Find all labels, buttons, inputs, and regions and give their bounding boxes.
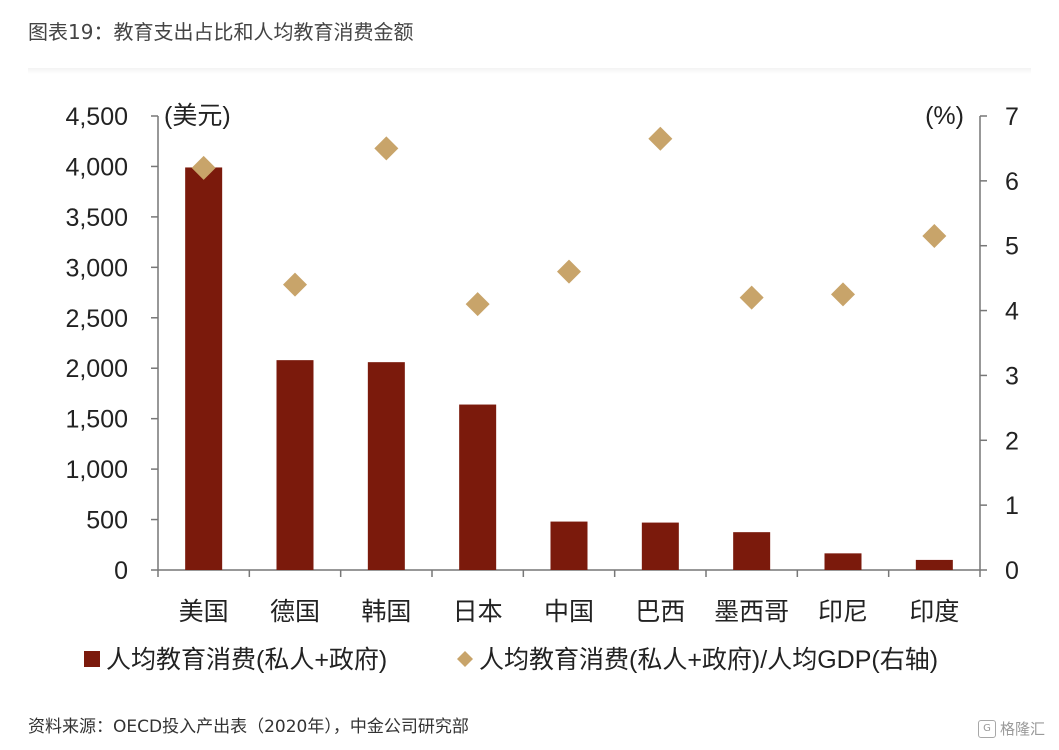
bar — [641, 522, 679, 570]
left-axis-tick-label: 4,000 — [65, 153, 128, 181]
legend-diamond-label: 人均教育消费(私人+政府)/人均GDP(右轴) — [479, 646, 938, 674]
right-axis-tick-label: 5 — [1005, 233, 1019, 261]
left-axis-tick-label: 1,000 — [65, 456, 128, 484]
right-axis-tick-label: 1 — [1005, 492, 1019, 520]
chart: 0 500 1,000 1,500 2,000 2,500 3,000 3,500 4,000 4… — [65, 102, 1019, 674]
diamond-point — [739, 285, 764, 310]
left-axis-unit: (美元) — [164, 102, 231, 130]
right-axis-tick-label: 4 — [1005, 298, 1019, 326]
right-axis-tick-label: 3 — [1005, 362, 1019, 390]
watermark-text: 格隆汇 — [999, 720, 1045, 738]
right-axis-unit: (%) — [925, 102, 964, 130]
left-axis-tick-label: 500 — [86, 507, 128, 535]
diamond-point — [283, 272, 307, 297]
diamond-point — [557, 259, 581, 284]
x-axis-tick-label: 日本 — [453, 598, 503, 626]
left-axis-tick-label: 2,000 — [65, 355, 128, 383]
x-axis-tick-label: 印度 — [909, 598, 959, 626]
left-axis-tick-label: 3,500 — [65, 204, 128, 232]
watermark-logo-icon: G — [977, 719, 996, 738]
watermark: G 格隆汇 — [977, 718, 1045, 739]
bar — [550, 521, 588, 570]
bar — [915, 559, 953, 570]
right-axis-tick-label: 2 — [1005, 427, 1019, 455]
x-axis-tick-label: 墨西哥 — [714, 598, 789, 626]
left-axis-tick-label: 2,500 — [65, 305, 128, 333]
right-axis-tick-label: 6 — [1005, 168, 1019, 196]
bar — [824, 553, 862, 570]
bar — [733, 532, 771, 570]
diamond-point — [648, 126, 673, 151]
x-axis-tick-label: 印尼 — [818, 598, 868, 626]
left-axis-tick-label: 0 — [114, 557, 128, 585]
left-axis-tick-label: 3,000 — [65, 254, 128, 282]
right-axis-tick-label: 0 — [1005, 557, 1019, 585]
source-note: 资料来源：OECD投入产出表（2020年），中金公司研究部 — [28, 717, 469, 737]
x-axis-tick-label: 巴西 — [635, 598, 685, 626]
legend-diamond-swatch — [457, 651, 473, 667]
diamond-point — [465, 292, 490, 317]
bar — [185, 167, 223, 570]
bar — [276, 360, 314, 570]
diamond-point — [922, 223, 947, 248]
bar — [459, 404, 497, 570]
x-axis-tick-label: 中国 — [544, 598, 594, 626]
title-divider — [28, 68, 1031, 74]
right-axis-tick-label: 7 — [1005, 103, 1019, 131]
legend-bar-swatch — [84, 651, 100, 667]
x-axis-tick-label: 韩国 — [361, 598, 411, 626]
bar — [367, 362, 405, 570]
left-axis-tick-label: 4,500 — [65, 103, 128, 131]
legend-bar-label: 人均教育消费(私人+政府) — [106, 646, 387, 674]
chart-title: 图表19：教育支出占比和人均教育消费金额 — [28, 20, 414, 44]
x-axis-tick-label: 美国 — [179, 598, 229, 626]
diamond-point — [191, 155, 216, 180]
diamond-point — [374, 136, 399, 161]
left-axis-tick-label: 1,500 — [65, 406, 128, 434]
diamond-point — [831, 282, 855, 307]
x-axis-tick-label: 德国 — [270, 598, 320, 626]
